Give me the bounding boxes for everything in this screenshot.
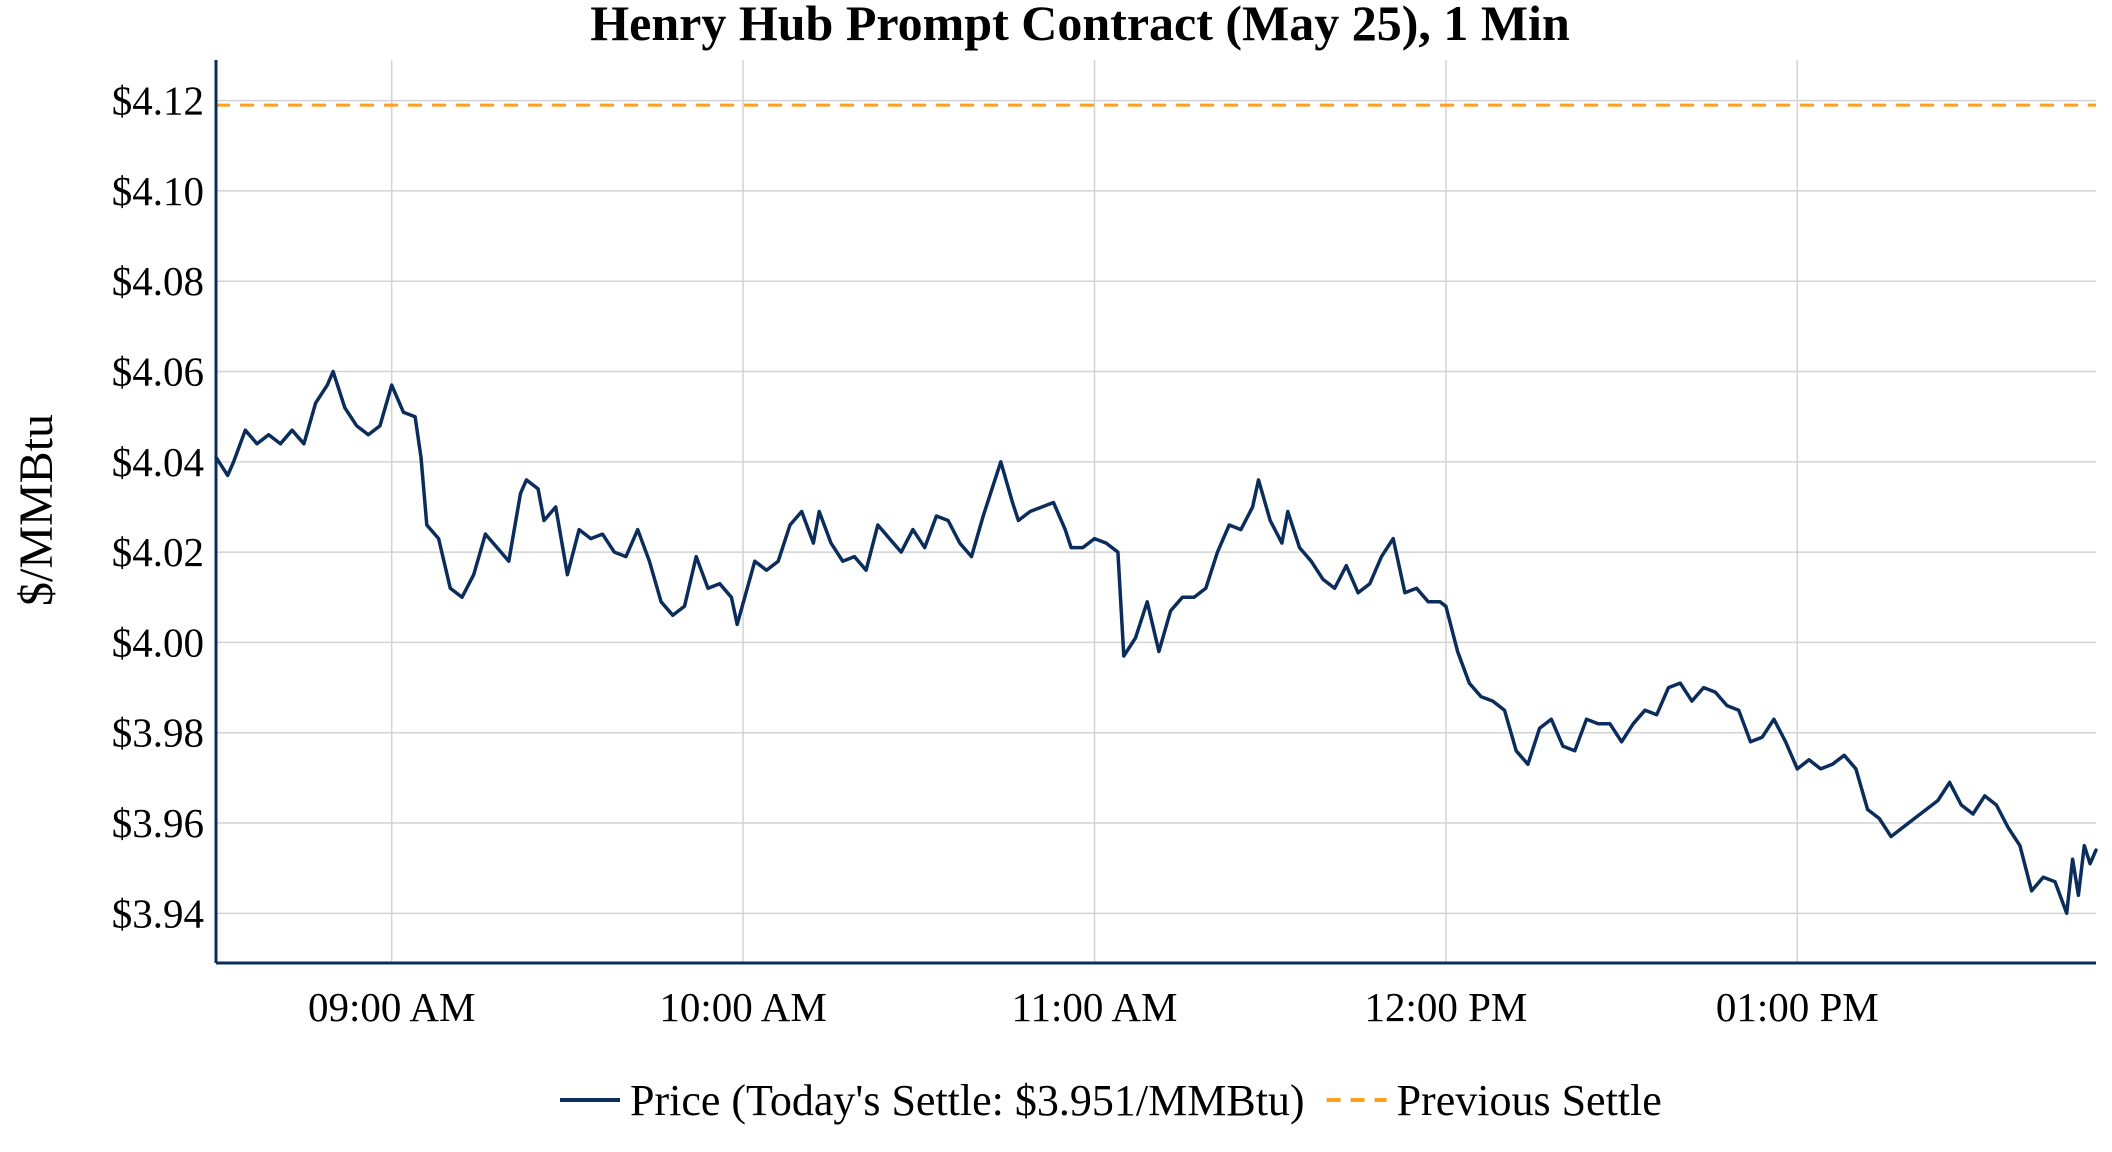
price-line bbox=[214, 369, 2098, 916]
y-tick-label: $4.02 bbox=[112, 529, 204, 575]
y-tick-labels: $3.94 $3.96 $3.98 $4.00 $4.02 $4.04 $4.06 $4.08… bbox=[112, 78, 204, 937]
y-tick-label: $4.12 bbox=[112, 78, 204, 124]
chart-title: Henry Hub Prompt Contract (May 25), 1 Mi… bbox=[590, 0, 1570, 51]
x-tick-label: 10:00 AM bbox=[659, 984, 826, 1030]
series-lines bbox=[214, 369, 2098, 916]
y-tick-label: $4.00 bbox=[112, 619, 204, 665]
y-axis-title: $/MMBtu bbox=[10, 414, 63, 606]
y-tick-label: $3.98 bbox=[112, 710, 204, 756]
y-tick-label: $4.06 bbox=[112, 349, 204, 395]
y-tick-label: $3.96 bbox=[112, 800, 204, 846]
y-tick-label: $4.10 bbox=[112, 168, 204, 214]
x-tick-labels: 09:00 AM 10:00 AM 11:00 AM 12:00 PM 01:00 PM bbox=[308, 984, 1879, 1030]
x-tick-label: 12:00 PM bbox=[1364, 984, 1527, 1030]
legend-previous-settle-label: Previous Settle bbox=[1397, 1076, 1662, 1125]
axes bbox=[214, 60, 2096, 965]
x-tick-label: 01:00 PM bbox=[1716, 984, 1879, 1030]
y-tick-label: $3.94 bbox=[112, 890, 204, 936]
x-tick-label: 11:00 AM bbox=[1012, 984, 1178, 1030]
legend: Price (Today's Settle: $3.951/MMBtu) Prev… bbox=[560, 1076, 1662, 1125]
grid-lines bbox=[216, 60, 2096, 963]
y-tick-label: $4.08 bbox=[112, 258, 204, 304]
legend-price-label: Price (Today's Settle: $3.951/MMBtu) bbox=[630, 1076, 1305, 1125]
x-tick-label: 09:00 AM bbox=[308, 984, 475, 1030]
y-tick-label: $4.04 bbox=[112, 439, 204, 485]
